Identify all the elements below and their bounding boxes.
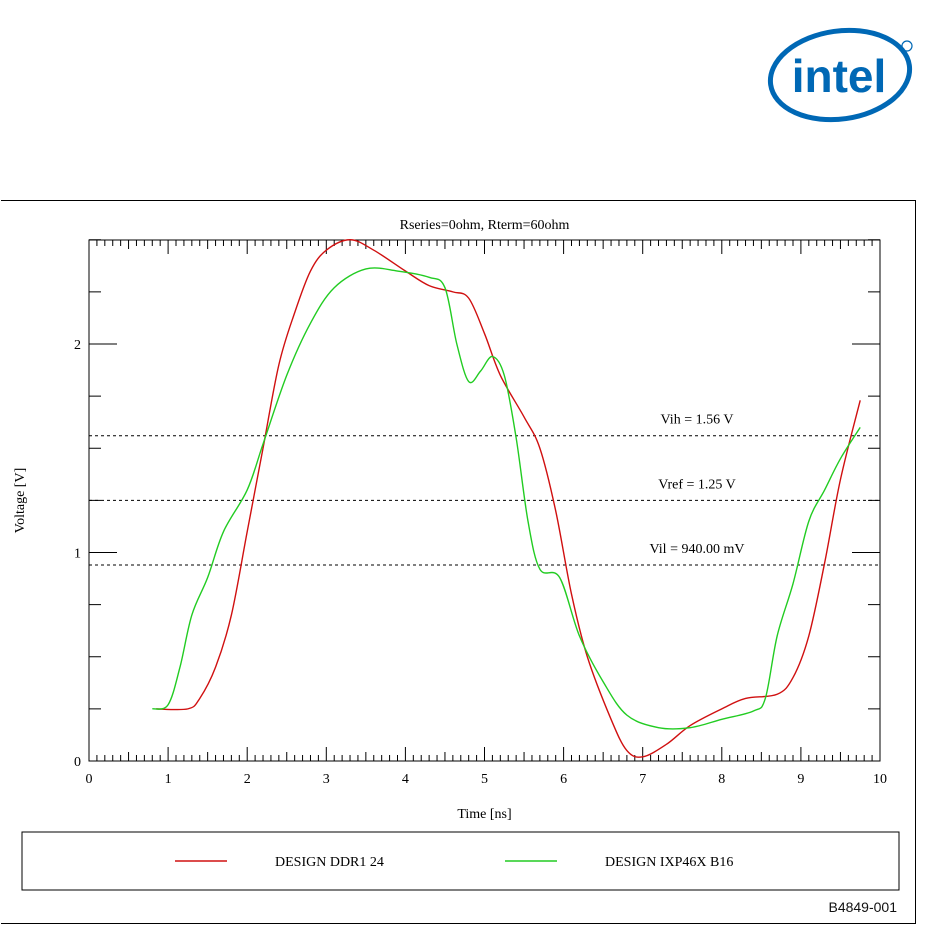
y-tick-label: 2: [74, 338, 81, 353]
series-line-1: [156, 239, 861, 758]
x-tick-label: 0: [86, 772, 93, 787]
x-tick-label: 3: [323, 772, 330, 787]
x-tick-label: 5: [481, 772, 488, 787]
chart-frame: [1, 200, 916, 924]
reference-line-label: Vih = 1.56 V: [661, 413, 734, 428]
x-tick-label: 10: [873, 772, 887, 787]
y-tick-label: 0: [74, 755, 81, 770]
legend-label-2: DESIGN IXP46X B16: [605, 855, 733, 870]
y-axis-label: Voltage [V]: [13, 468, 28, 533]
reference-line-label: Vref = 1.25 V: [658, 477, 736, 492]
intel-logo: intel: [767, 27, 913, 123]
x-tick-label: 9: [797, 772, 804, 787]
x-tick-label: 2: [244, 772, 251, 787]
y-tick-label: 1: [74, 547, 81, 562]
reference-line-label: Vil = 940.00 mV: [650, 542, 745, 557]
legend-box: [21, 831, 900, 891]
logo-text: intel: [792, 50, 887, 102]
x-tick-label: 7: [639, 772, 646, 787]
chart-title: Rseries=0ohm, Rterm=60ohm: [400, 218, 570, 233]
x-tick-label: 1: [165, 772, 172, 787]
x-tick-label: 4: [402, 772, 409, 787]
x-tick-label: 6: [560, 772, 567, 787]
x-tick-label: 8: [718, 772, 725, 787]
legend-label-1: DESIGN DDR1 24: [275, 855, 384, 870]
series-line-2: [152, 267, 861, 730]
figure-id: B4849-001: [828, 899, 897, 915]
x-axis-label: Time [ns]: [457, 807, 511, 822]
